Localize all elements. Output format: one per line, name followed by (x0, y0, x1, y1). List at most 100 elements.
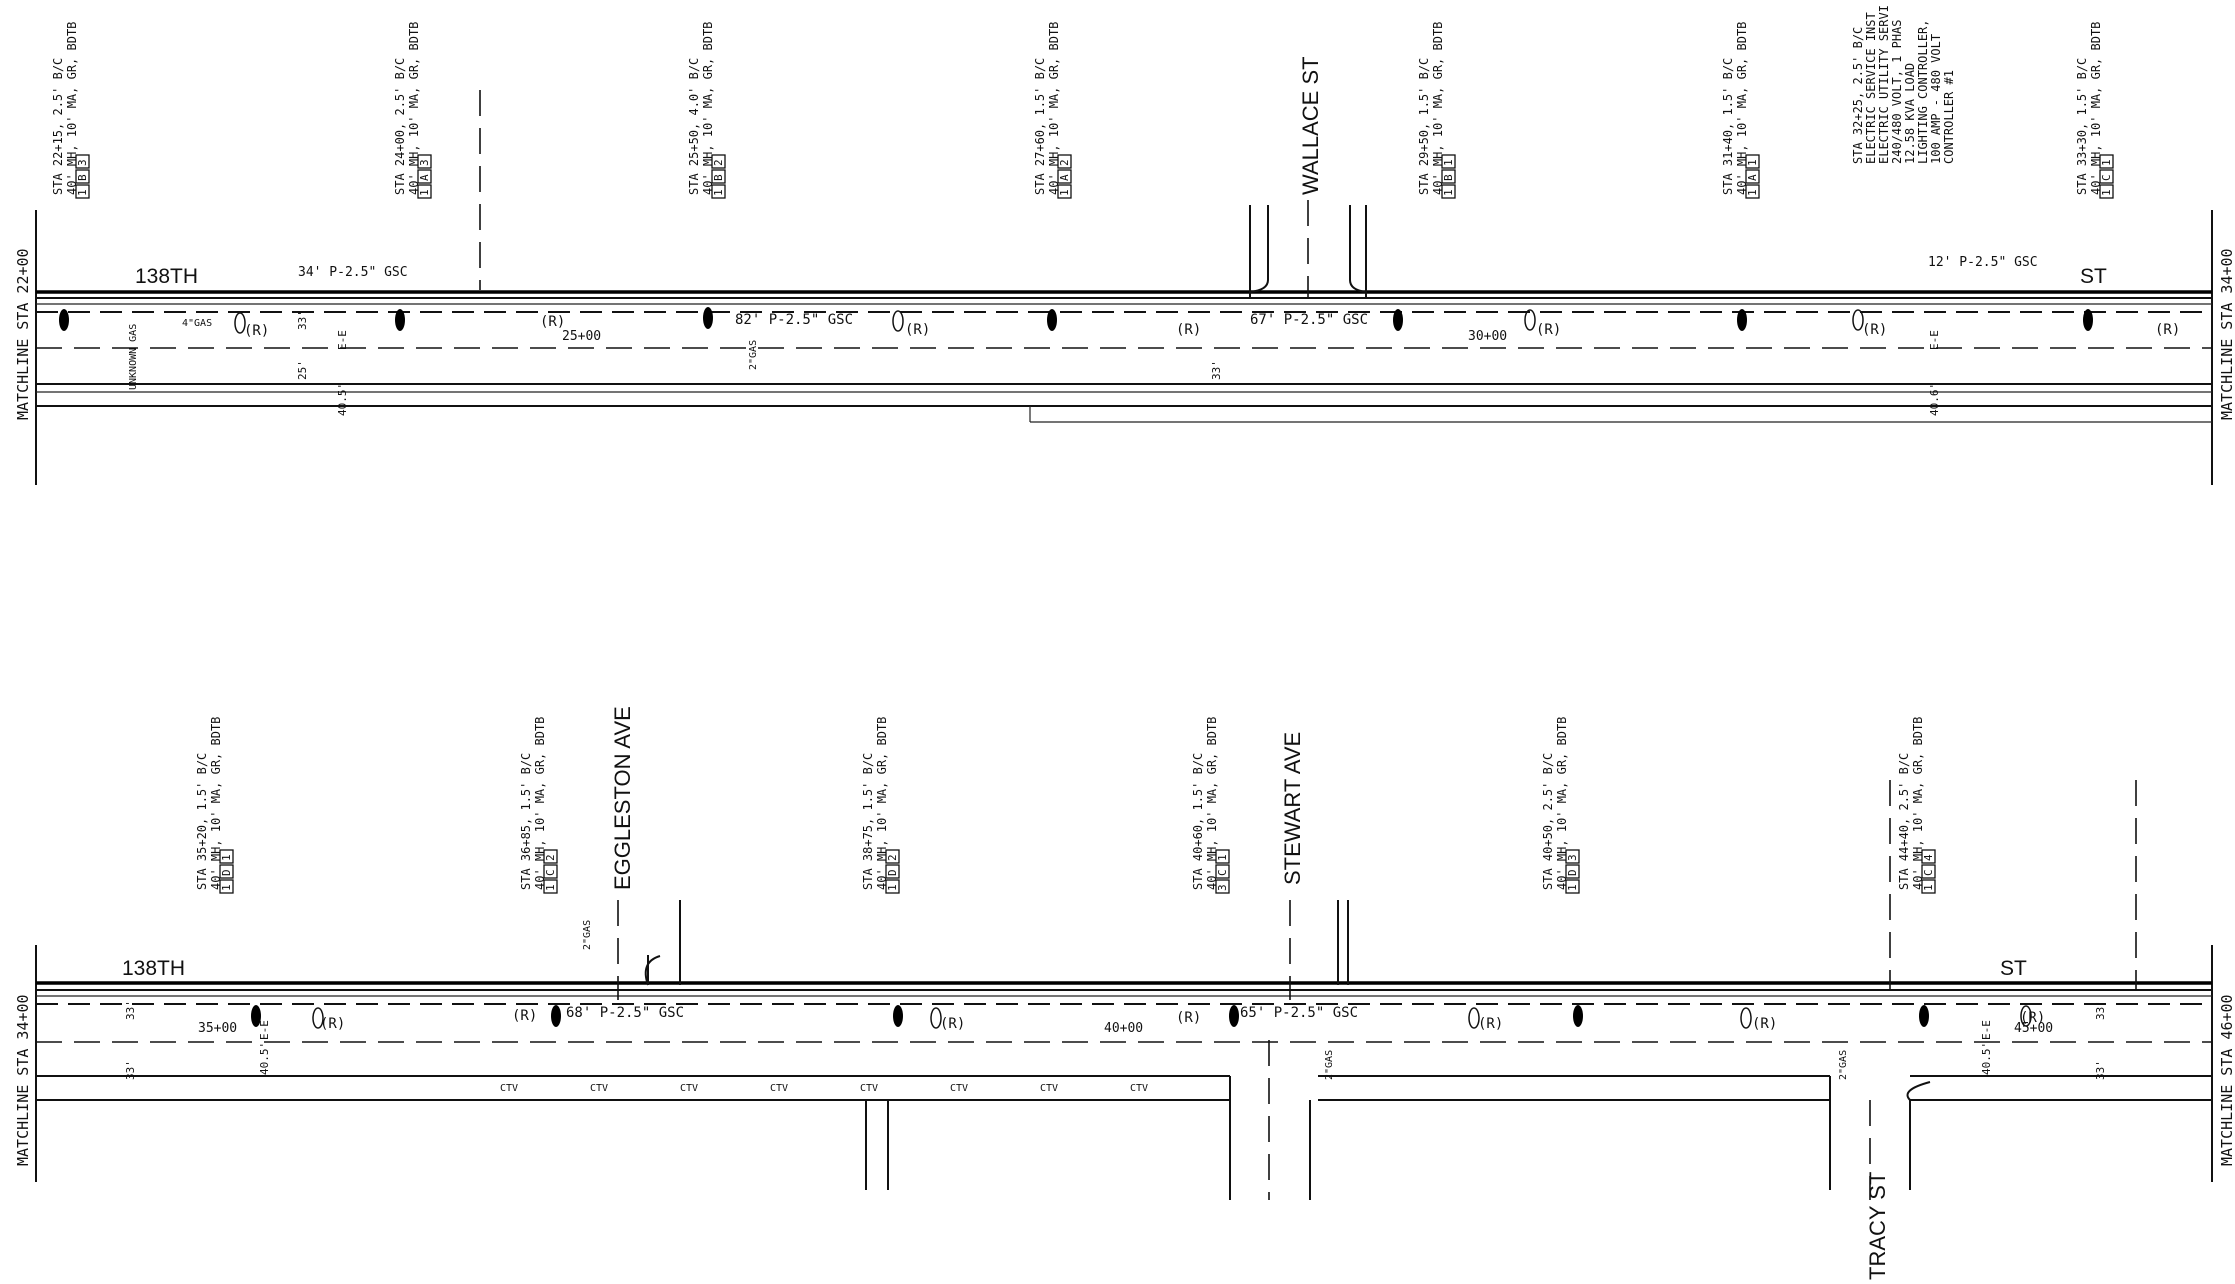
note-gas: 2"GAS (582, 920, 593, 950)
bottom-pole-box (885, 864, 900, 879)
bottom-pole-box-label: 1 (544, 884, 557, 891)
stewart-ave-intersection (1229, 900, 1349, 1200)
note-33: 33' (1210, 360, 1223, 380)
bottom-pole-box (543, 849, 558, 864)
pole-callout: STA 44+40, 2.5' B/C 40' MH, 10' MA, GR, … (1897, 717, 1925, 890)
cross-street-label: TRACY ST (1865, 1172, 1890, 1280)
note-25: 25' (296, 360, 309, 380)
note-33: 33' (2094, 1060, 2107, 1080)
top-pole-box-label: 3 (76, 159, 89, 166)
note-33: 33' (124, 1000, 137, 1020)
top-pole-box-label: 2 (1058, 159, 1071, 166)
pole-callout-line2: 40' MH, 10' MA, GR, BDTB (1431, 22, 1445, 195)
ctv-label: CTV (1040, 1083, 1058, 1094)
bottom-pole-box (219, 864, 234, 879)
note-gas: 2"GAS (1324, 1050, 1335, 1080)
street-east-label: ST (2080, 265, 2107, 288)
cross-street-label: WALLACE ST (1298, 56, 1323, 195)
top-pole-box (1057, 184, 1072, 199)
top-pole-box-label: 1 (1442, 189, 1455, 196)
pole-callout: STA 27+60, 1.5' B/C 40' MH, 10' MA, GR, … (1033, 22, 1061, 195)
bottom-pole-box (219, 879, 234, 894)
electric-service-line: 12.58 KVA LOAD (1903, 63, 1917, 164)
note-removed: (R) (2155, 322, 2180, 338)
pole-legend-boxes: 1 B 3 1 A 3 1 B 2 1 A 2 1 B 1 1 A 1 1 C 1 1 D 1 1 C 2 1 D 2 3 C 1 1 D 3 1 C 4 (75, 154, 2114, 894)
top-pole-box-label: 1 (2100, 189, 2113, 196)
bottom-pole-box (1565, 879, 1580, 894)
bottom-pole-box-label: D (220, 869, 233, 876)
top-pole-box-label: C (2100, 174, 2113, 181)
pole-callout: STA 31+40, 1.5' B/C 40' MH, 10' MA, GR, … (1721, 22, 1749, 195)
pole-markers (59, 307, 2093, 331)
note-33: 33' (2094, 1000, 2107, 1020)
note-406: 40.6' (1928, 383, 1941, 416)
top-plan: MATCHLINE STA 22+00 MATCHLINE STA 34+00 … (14, 5, 2235, 485)
electric-service-line: 240/480 VOLT, 1 PHAS (1890, 20, 1904, 165)
top-pole-box-label: 1 (1442, 159, 1455, 166)
top-pole-box-label: 1 (712, 189, 725, 196)
pole-callout-line2: 40' MH, 10' MA, GR, BDTB (1735, 22, 1749, 195)
pole-callout-line2: 40' MH, 10' MA, GR, BDTB (2089, 22, 2103, 195)
top-pole-box (2099, 169, 2114, 184)
conduit-label: 65' P-2.5" GSC (1240, 1005, 1358, 1021)
electric-service-note: STA 32+25, 2.5' B/C ELECTRIC SERVICE INS… (1851, 5, 1956, 164)
note-ee: E-E (1928, 330, 1941, 350)
bottom-pole-box (1921, 849, 1936, 864)
electric-service-line: STA 32+25, 2.5' B/C (1851, 27, 1865, 164)
top-pole-box (75, 184, 90, 199)
top-pole-box (417, 169, 432, 184)
pole-callout-line1: STA 22+15, 2.5' B/C (51, 58, 65, 195)
pole-callout: STA 24+00, 2.5' B/C 40' MH, 10' MA, GR, … (393, 22, 421, 195)
pole-callout-line1: STA 33+30, 1.5' B/C (2075, 58, 2089, 195)
note-gas: 2"GAS (748, 340, 759, 370)
note-405: 40.5' (336, 383, 349, 416)
note-gas: 2"GAS (1838, 1050, 1849, 1080)
top-pole-box-label: B (712, 174, 725, 181)
pole-callout-line2: 40' MH, 10' MA, GR, BDTB (1555, 717, 1569, 890)
note-removed: (R) (1752, 1016, 1777, 1032)
pole-callout: STA 40+50, 2.5' B/C 40' MH, 10' MA, GR, … (1541, 717, 1569, 890)
bottom-pole-box-label: D (886, 869, 899, 876)
bottom-pole-box-label: 3 (1566, 854, 1579, 861)
conduit-label: 68' P-2.5" GSC (566, 1005, 684, 1021)
electric-service-line: LIGHTING CONTROLLER, (1916, 20, 1930, 165)
bottom-pole-box (1215, 864, 1230, 879)
removed-poles (312, 1005, 2032, 1029)
bottom-pole-box-label: 1 (886, 884, 899, 891)
pole-callout-line2: 40' MH, 10' MA, GR, BDTB (875, 717, 889, 890)
pole-callout: STA 40+60, 1.5' B/C 40' MH, 10' MA, GR, … (1191, 717, 1219, 890)
note-removed: (R) (940, 1016, 965, 1032)
bottom-pole-box-label: D (1566, 869, 1579, 876)
ctv-label: CTV (590, 1083, 608, 1094)
top-pole-box (417, 154, 432, 169)
bottom-pole-box-label: 2 (886, 854, 899, 861)
top-pole-box (2099, 154, 2114, 169)
pole-callout: STA 29+50, 1.5' B/C 40' MH, 10' MA, GR, … (1417, 22, 1445, 195)
note-removed: (R) (244, 323, 269, 339)
bottom-pole-box (219, 849, 234, 864)
bottom-pole-box-label: 4 (1922, 854, 1935, 861)
pole-callout-line1: STA 25+50, 4.0' B/C (687, 58, 701, 195)
note-removed: (R) (905, 322, 930, 338)
pole-callout-line2: 40' MH, 10' MA, GR, BDTB (1911, 717, 1925, 890)
top-pole-box (1441, 154, 1456, 169)
top-pole-box (711, 169, 726, 184)
pole-callout-line2: 40' MH, 10' MA, GR, BDTB (1047, 22, 1061, 195)
conduit-label: 67' P-2.5" GSC (1250, 312, 1368, 328)
bottom-pole-box-label: 1 (1216, 854, 1229, 861)
pole-callout-line1: STA 29+50, 1.5' B/C (1417, 58, 1431, 195)
station-label: 40+00 (1104, 1021, 1143, 1036)
station-label: 25+00 (562, 329, 601, 344)
ctv-label: CTV (1130, 1083, 1148, 1094)
top-pole-box-label: 3 (418, 159, 431, 166)
note-removed: (R) (1176, 1010, 1201, 1026)
top-pole-box-label: A (418, 174, 431, 181)
bottom-pole-box (1565, 849, 1580, 864)
pole-callout-line1: STA 35+20, 1.5' B/C (195, 753, 209, 890)
pole-callout-line2: 40' MH, 10' MA, GR, BDTB (407, 22, 421, 195)
top-pole-box-label: 1 (2100, 159, 2113, 166)
eggleston-ave-intersection (617, 900, 889, 1190)
matchline-left-label: MATCHLINE STA 22+00 (14, 248, 32, 420)
bottom-pole-box (1215, 849, 1230, 864)
